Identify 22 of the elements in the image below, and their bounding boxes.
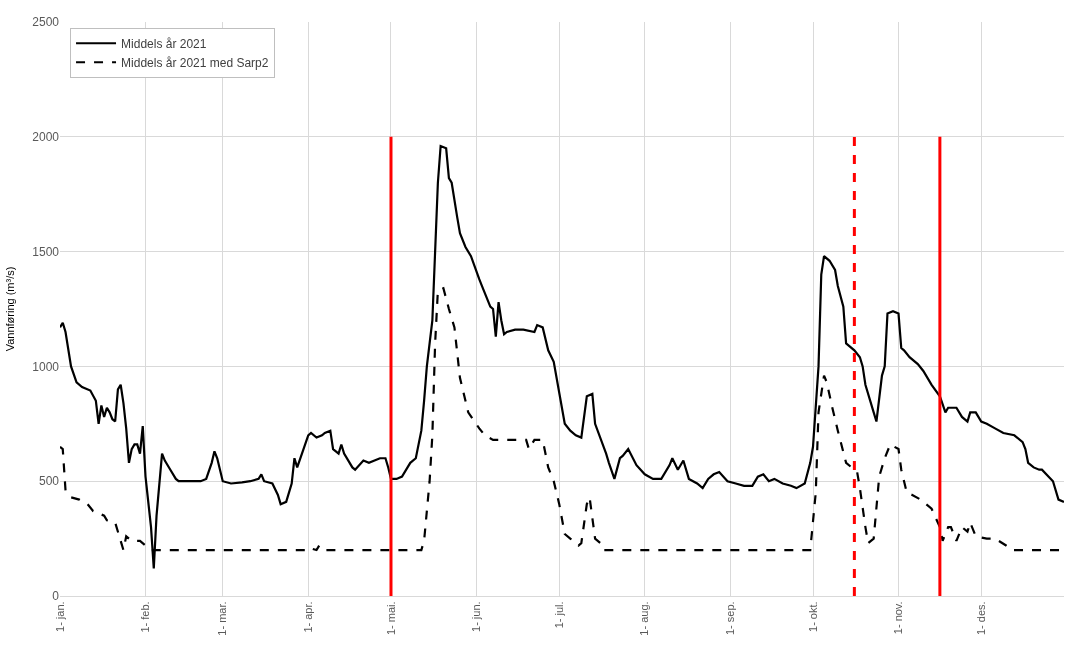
x-tick-label: 1- okt. [806, 601, 819, 632]
line-series [60, 144, 1064, 570]
x-tick-label: 1- jul. [552, 601, 565, 629]
x-tick-label: 1- feb. [139, 601, 152, 633]
x-tick-label: 1- nov. [892, 601, 905, 635]
y-axis-title: Vannføring (m³/s) [3, 266, 16, 352]
x-tick-label: 1- apr. [301, 601, 314, 633]
x-tick-label: 1- mar. [216, 601, 229, 636]
y-tick-label: 2000 [32, 130, 60, 144]
y-tick-label: 500 [38, 474, 60, 489]
legend-label: Middels år 2021 med Sarp2 [121, 55, 269, 70]
y-tick-label: 2500 [32, 15, 60, 30]
legend-label: Middels år 2021 [121, 36, 207, 51]
y-tick-label: 0 [52, 589, 60, 604]
x-tick-label: 1- sep. [723, 601, 736, 636]
x-tick-label: 1- jun. [470, 601, 483, 632]
y-tick-label: 1000 [32, 359, 60, 374]
x-tick-label: 1- aug. [638, 601, 651, 636]
x-tick-label: 1- mai. [384, 601, 397, 636]
x-tick-label: 1- des. [974, 601, 987, 636]
y-tick-label: 1500 [32, 244, 60, 259]
x-tick-label: 1- jan. [53, 601, 66, 632]
